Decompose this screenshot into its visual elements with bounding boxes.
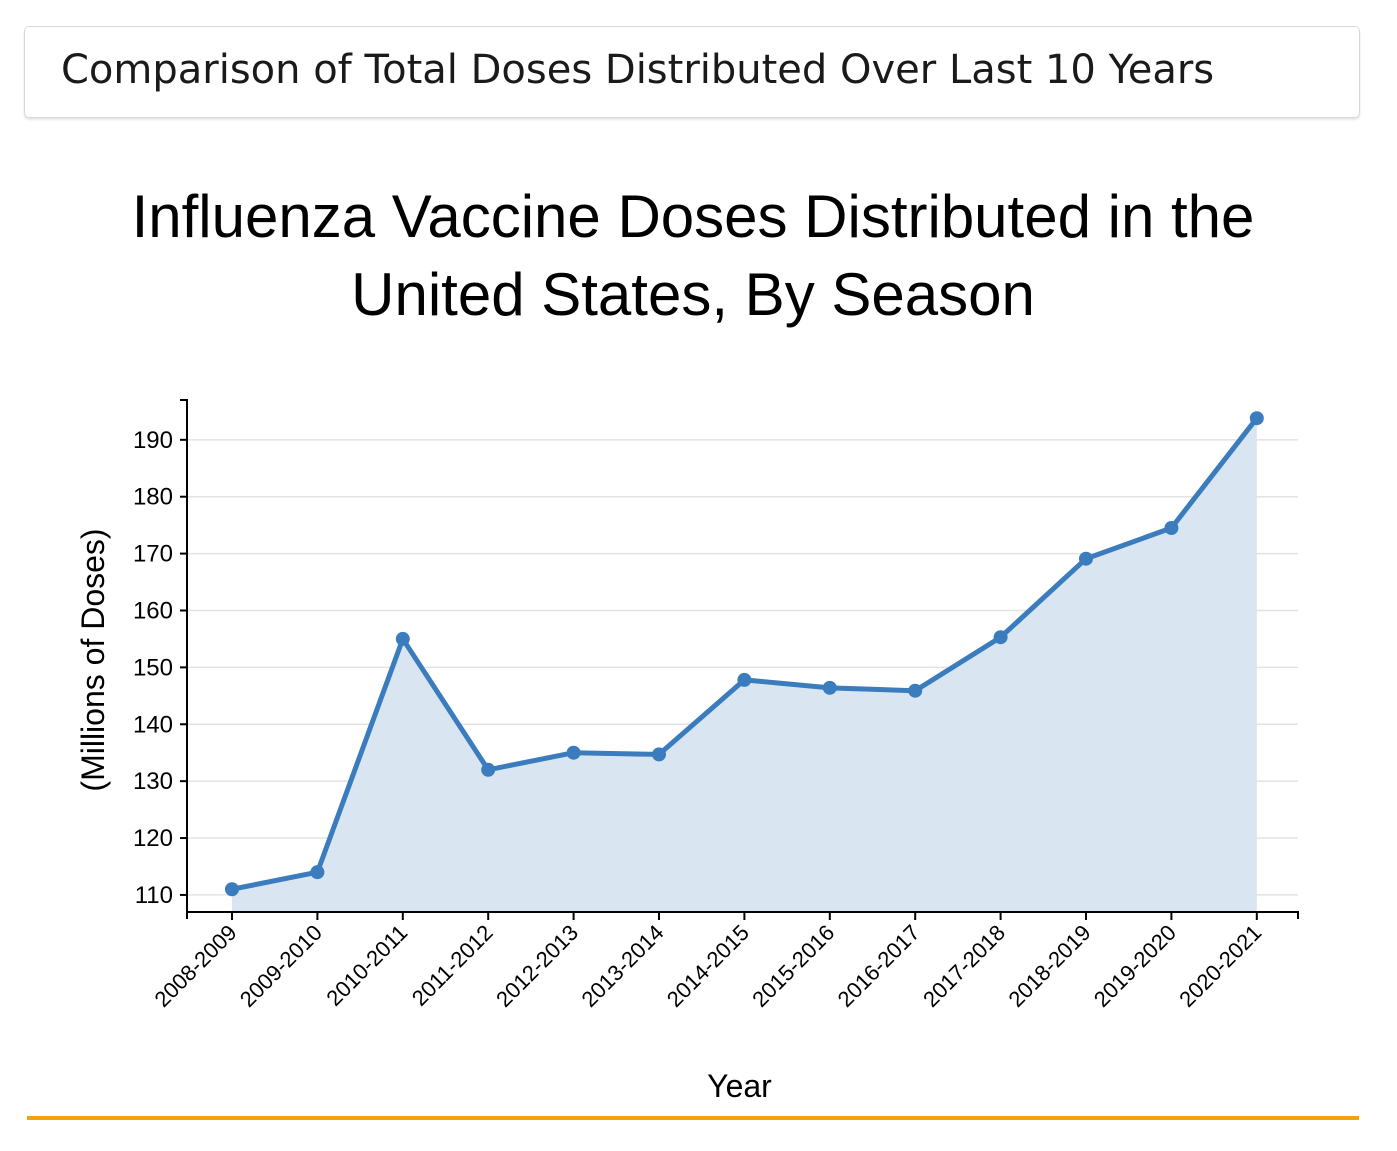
y-tick-label: 140 — [133, 711, 173, 738]
data-point — [1164, 521, 1179, 535]
comparison-header-card[interactable]: Comparison of Total Doses Distributed Ov… — [24, 26, 1360, 118]
chart-title: Influenza Vaccine Doses Distributed in t… — [131, 183, 1255, 328]
x-axis — [186, 911, 1299, 919]
comparison-header-label: Comparison of Total Doses Distributed Ov… — [61, 47, 1215, 93]
x-tick-label: 2016-2017 — [833, 920, 925, 1012]
y-tick-label: 110 — [135, 882, 173, 909]
data-point — [652, 747, 666, 762]
x-tick-label: 2019-2020 — [1089, 920, 1181, 1012]
x-tick-label: 2012-2013 — [491, 920, 583, 1012]
data-point — [310, 865, 325, 880]
data-point — [566, 745, 581, 760]
y-tick-label: 190 — [133, 427, 173, 454]
data-point — [395, 631, 410, 646]
x-tick-label: 2008-2009 — [149, 920, 241, 1012]
data-point — [993, 630, 1008, 645]
series-area — [232, 418, 1257, 912]
y-tick-label: 160 — [133, 597, 173, 624]
x-tick-label: 2015-2016 — [747, 920, 839, 1012]
y-tick-label: 130 — [133, 768, 173, 795]
data-point — [225, 882, 239, 897]
y-tick-label: 180 — [133, 484, 173, 511]
data-point — [1249, 411, 1264, 426]
y-tick-label: 120 — [133, 825, 173, 852]
data-point — [481, 762, 496, 777]
y-axis — [180, 399, 188, 912]
y-axis-title: (Millions of Doses) — [75, 528, 111, 791]
x-tick-label: 2013-2014 — [576, 920, 668, 1012]
data-point — [737, 672, 752, 687]
data-point — [908, 683, 923, 698]
x-axis-title: Year — [707, 1068, 772, 1104]
x-tick-label: 2009-2010 — [235, 920, 327, 1012]
x-tick-label: 2014-2015 — [662, 920, 754, 1012]
x-tick-label: 2010-2011 — [321, 920, 412, 1011]
x-tick-label: 2017-2018 — [918, 920, 1010, 1012]
x-tick-label: 2011-2012 — [407, 920, 498, 1011]
x-tick-label: 2018-2019 — [1003, 920, 1095, 1012]
data-point — [822, 680, 837, 695]
y-tick-label: 170 — [133, 541, 173, 568]
x-tick-label: 2020-2021 — [1174, 920, 1266, 1012]
data-point — [1079, 551, 1093, 566]
footer-accent-rule — [27, 1116, 1359, 1120]
y-tick-label: 150 — [133, 654, 173, 681]
